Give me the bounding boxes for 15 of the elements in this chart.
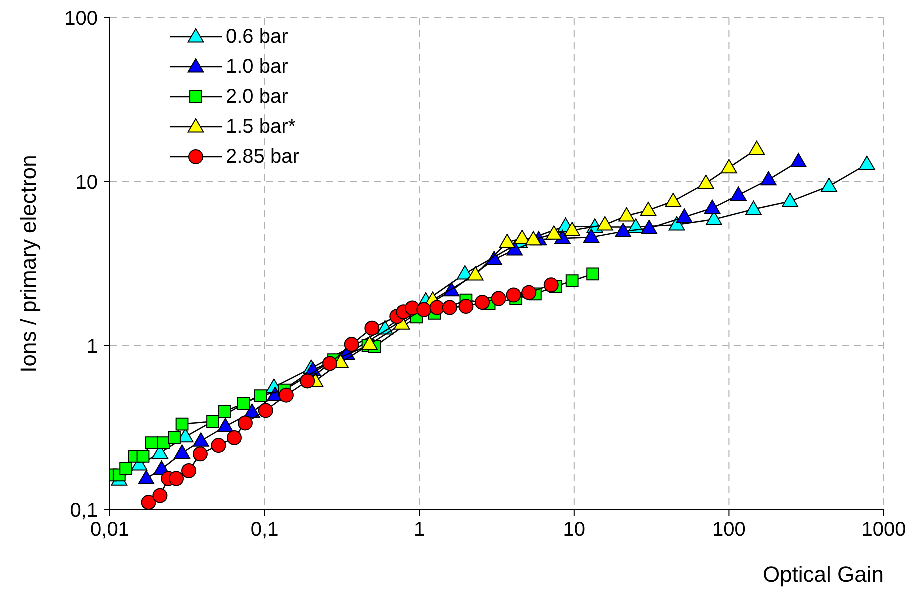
x-tick-label: 1: [414, 519, 426, 542]
y-axis-title: Ions / primary electron: [16, 155, 41, 373]
y-tick-label: 10: [76, 172, 98, 194]
legend-label: 0.6 bar: [226, 26, 288, 48]
legend-label: 1.5 bar*: [226, 116, 296, 138]
x-tick-label: 100: [712, 519, 746, 542]
y-tick-label: 1: [86, 336, 98, 358]
y-tick-label: 100: [64, 8, 98, 30]
x-axis-title: Optical Gain: [762, 562, 884, 587]
legend-label: 2.85 bar: [226, 146, 300, 168]
x-tick-label: 1000: [862, 519, 906, 542]
x-tick-label: 10: [563, 519, 586, 542]
legend-label: 1.0 bar: [226, 56, 288, 78]
x-tick-label: 0,1: [250, 519, 279, 542]
legend-label: 2.0 bar: [226, 86, 288, 108]
